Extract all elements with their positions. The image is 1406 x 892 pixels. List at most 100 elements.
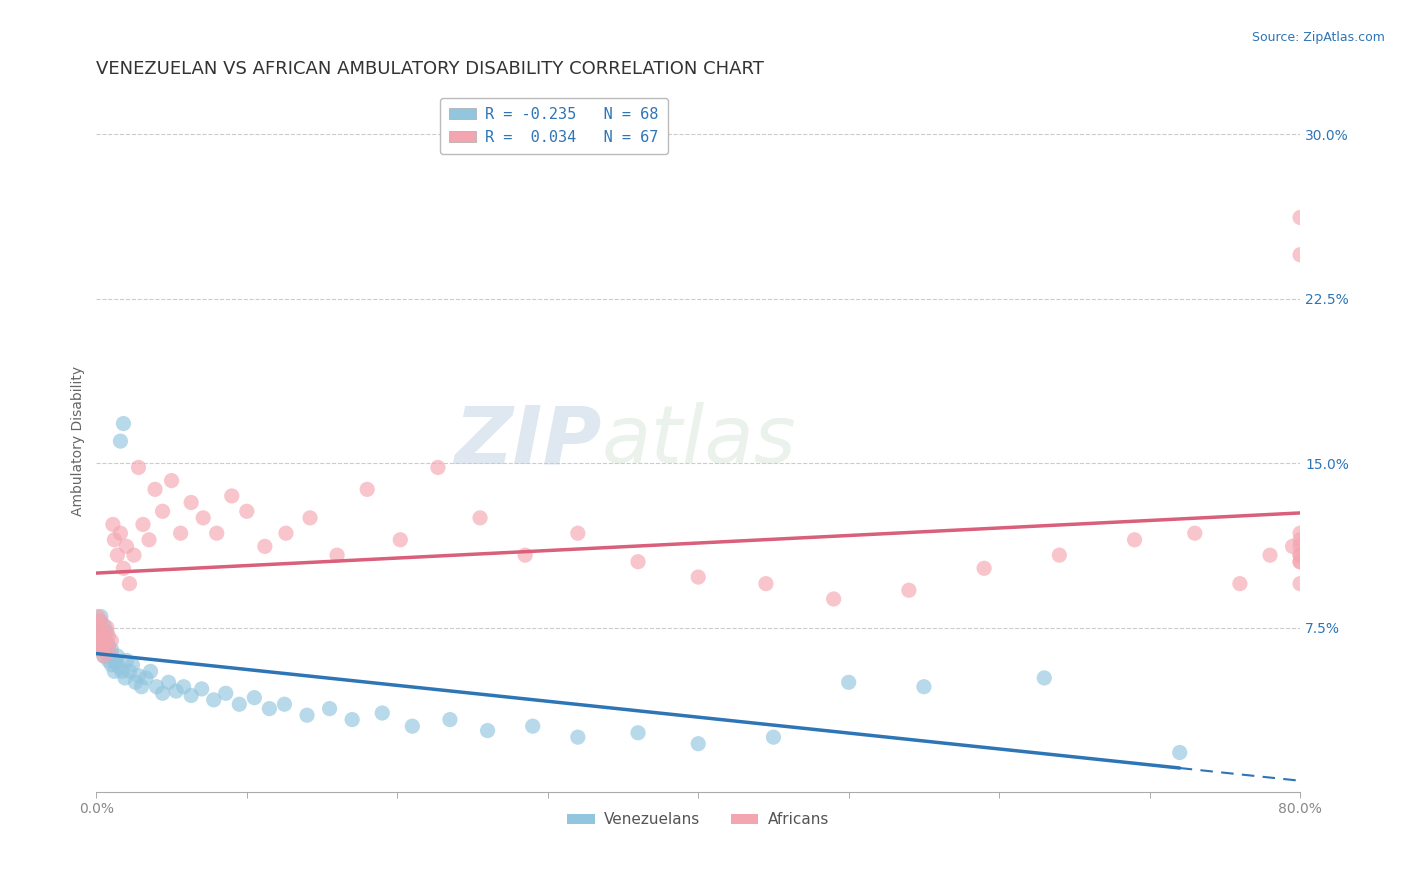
Point (122, 548, 145, 562)
Point (389, 533, 412, 547)
Point (96, 636, 118, 650)
Point (173, 680, 195, 694)
Point (90, 614, 112, 628)
Point (94, 636, 117, 650)
Point (1289, 540, 1312, 554)
Point (202, 693, 225, 707)
Point (94, 645, 117, 659)
Point (1289, 576, 1312, 591)
Text: atlas: atlas (602, 402, 797, 480)
Point (118, 665, 141, 679)
Point (87, 620, 110, 634)
Point (426, 460, 449, 475)
Point (93, 624, 115, 639)
Point (1168, 746, 1191, 760)
Point (112, 417, 135, 431)
Point (356, 483, 378, 497)
Point (273, 698, 295, 712)
Point (823, 592, 845, 607)
Point (152, 686, 174, 700)
Point (135, 671, 157, 685)
Point (688, 570, 710, 584)
Point (1123, 533, 1146, 547)
Point (138, 533, 160, 547)
Point (1281, 540, 1303, 554)
Point (897, 583, 920, 598)
Point (101, 517, 124, 532)
Point (103, 533, 125, 547)
Point (515, 548, 537, 562)
Point (567, 526, 589, 541)
Point (139, 665, 162, 679)
Point (100, 633, 122, 648)
Point (340, 713, 363, 727)
Point (295, 708, 318, 723)
Point (439, 713, 461, 727)
Point (1184, 526, 1206, 541)
Text: VENEZUELAN VS AFRICAN AMBULATORY DISABILITY CORRELATION CHART: VENEZUELAN VS AFRICAN AMBULATORY DISABIL… (97, 60, 765, 78)
Point (89, 627, 111, 641)
Point (1258, 548, 1281, 562)
Point (93, 633, 115, 648)
Point (371, 706, 394, 720)
Point (180, 689, 202, 703)
Point (87, 632, 110, 646)
Point (110, 526, 132, 541)
Point (1289, 548, 1312, 562)
Point (274, 526, 297, 541)
Point (1289, 211, 1312, 225)
Point (91, 640, 114, 655)
Point (97, 653, 120, 667)
Point (215, 686, 238, 700)
Point (115, 653, 138, 667)
Point (90, 609, 112, 624)
Point (1289, 533, 1312, 547)
Point (253, 540, 276, 554)
Point (973, 561, 995, 575)
Point (91, 640, 114, 655)
Point (190, 681, 212, 696)
Point (91, 632, 114, 646)
Point (89, 620, 111, 634)
Point (1289, 526, 1312, 541)
Point (87, 609, 110, 624)
Point (100, 642, 122, 657)
Point (1289, 248, 1312, 262)
Point (103, 665, 125, 679)
Point (326, 548, 349, 562)
Point (1289, 555, 1312, 569)
Point (131, 680, 153, 694)
Text: ZIP: ZIP (454, 402, 602, 480)
Point (1033, 671, 1056, 685)
Point (1289, 555, 1312, 569)
Point (91, 623, 114, 637)
Point (567, 730, 589, 744)
Point (468, 511, 491, 525)
Point (127, 460, 149, 475)
Point (101, 651, 124, 665)
Point (90, 642, 112, 657)
Point (94, 627, 117, 641)
Point (688, 737, 710, 751)
Point (96, 620, 118, 634)
Point (236, 504, 259, 518)
Point (87, 636, 110, 650)
Point (124, 675, 146, 690)
Point (145, 680, 167, 694)
Point (112, 561, 135, 575)
Point (169, 526, 191, 541)
Point (97, 638, 120, 652)
Point (243, 690, 266, 705)
Point (152, 504, 174, 518)
Point (522, 719, 544, 733)
Point (912, 680, 935, 694)
Point (98, 645, 121, 659)
Point (107, 548, 129, 562)
Point (111, 665, 134, 679)
Point (627, 555, 650, 569)
Point (193, 511, 215, 525)
Point (762, 730, 785, 744)
Point (90, 629, 112, 643)
Point (93, 648, 115, 663)
Point (401, 719, 423, 733)
